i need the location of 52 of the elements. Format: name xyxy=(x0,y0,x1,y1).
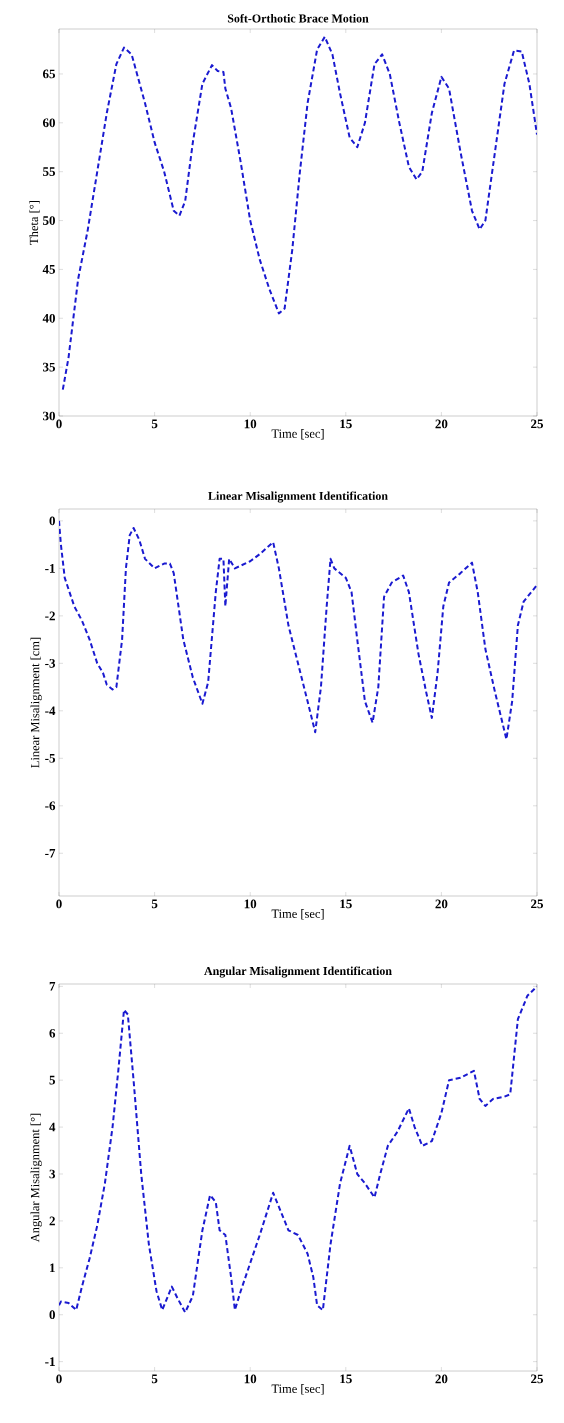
x-tick-label: 25 xyxy=(531,899,543,909)
x-tick-label: 10 xyxy=(244,1374,257,1384)
y-tick-label: 0 xyxy=(49,516,55,526)
y-tick-label: 6 xyxy=(49,1028,56,1038)
x-tick-label: 10 xyxy=(244,899,257,909)
y-tick-label: 55 xyxy=(43,167,56,176)
line-series xyxy=(59,519,537,741)
y-axis-title: Theta [°] xyxy=(29,201,40,245)
y-tick-label: -1 xyxy=(45,1357,55,1366)
x-tick-label: 15 xyxy=(340,899,352,909)
x-tick-label: 5 xyxy=(151,419,158,429)
chart-title: Linear Misalignment Identification xyxy=(208,491,388,503)
x-tick-label: 5 xyxy=(151,899,158,909)
y-tick-label: 2 xyxy=(49,1216,55,1226)
x-tick-label: 15 xyxy=(340,1374,352,1384)
chart-title: Soft-Orthotic Brace Motion xyxy=(227,13,369,23)
x-axis-title: Time [sec] xyxy=(271,909,324,920)
line-series xyxy=(59,985,537,1314)
x-tick-label: 25 xyxy=(531,1374,543,1384)
y-tick-label: 35 xyxy=(43,362,56,372)
x-axis-title: Time [sec] xyxy=(271,1384,324,1395)
x-tick-label: 25 xyxy=(531,419,543,429)
y-tick-label: 50 xyxy=(43,216,55,225)
x-tick-label: 20 xyxy=(435,419,448,429)
y-tick-label: 0 xyxy=(49,1310,55,1320)
y-tick-label: 30 xyxy=(43,411,55,421)
chart-title: Angular Misalignment Identification xyxy=(204,966,392,978)
x-tick-label: 10 xyxy=(244,419,257,429)
y-tick-label: -1 xyxy=(45,564,55,573)
y-tick-label: 45 xyxy=(42,265,56,274)
x-tick-label: 5 xyxy=(151,1374,158,1384)
y-tick-label: 3 xyxy=(49,1169,56,1179)
y-tick-label: -6 xyxy=(45,801,56,811)
y-axis-title: Linear Misalignment [cm] xyxy=(30,637,42,768)
y-tick-label: -3 xyxy=(45,658,56,668)
y-tick-label: 40 xyxy=(42,313,55,323)
x-axis-title: Time [sec] xyxy=(271,429,324,440)
y-tick-label: 1 xyxy=(50,1263,55,1273)
line-series xyxy=(61,35,537,391)
y-tick-label: -4 xyxy=(45,706,56,716)
y-tick-label: -5 xyxy=(45,754,55,763)
y-tick-label: -2 xyxy=(45,611,55,621)
y-tick-label: 65 xyxy=(42,69,56,79)
x-tick-label: 20 xyxy=(435,899,448,909)
y-tick-label: 5 xyxy=(49,1075,56,1085)
y-tick-label: -7 xyxy=(45,849,56,858)
y-tick-label: 60 xyxy=(42,118,55,128)
x-tick-label: 20 xyxy=(435,1374,448,1384)
y-tick-label: 7 xyxy=(49,982,56,991)
y-axis-title: Angular Misalignment [°] xyxy=(30,1113,42,1243)
y-tick-label: 4 xyxy=(49,1122,56,1132)
x-tick-label: 15 xyxy=(340,419,352,429)
